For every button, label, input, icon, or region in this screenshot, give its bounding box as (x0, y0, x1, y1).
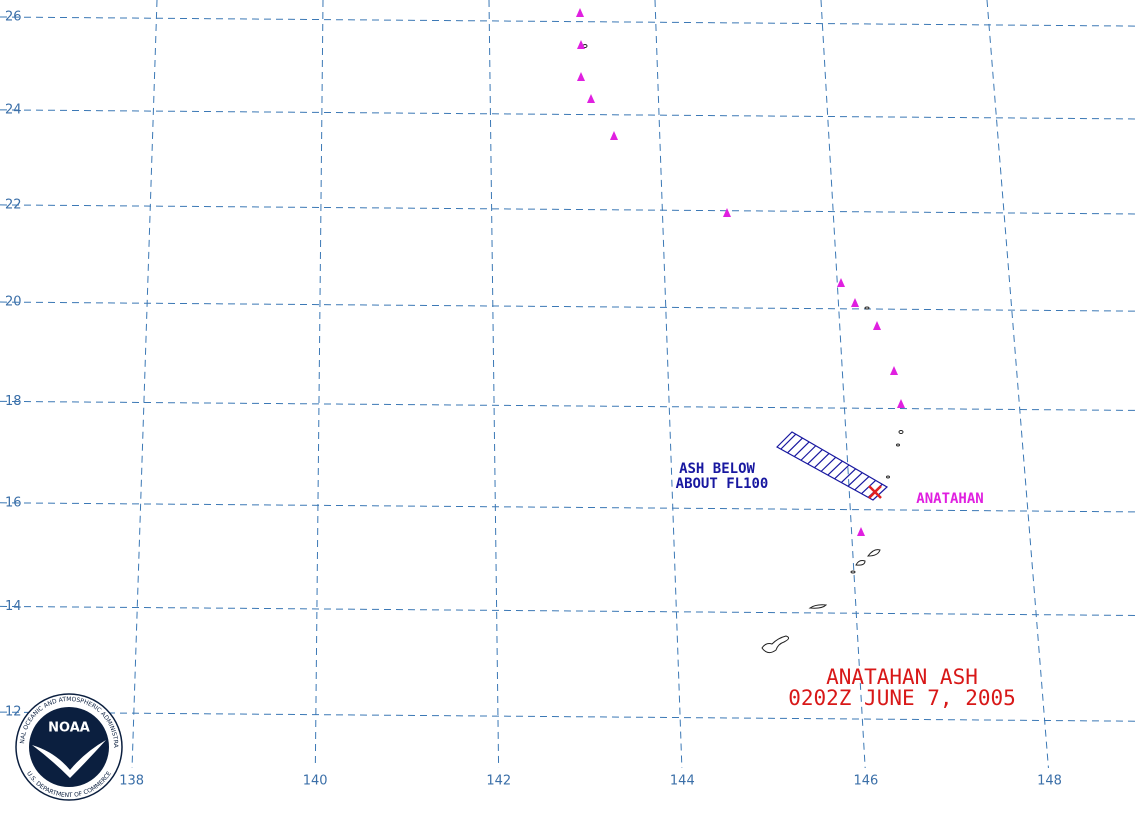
island (896, 443, 900, 447)
latitude-line (0, 605, 1135, 616)
volcanoes (576, 8, 905, 536)
latitude-label: 20 (5, 295, 22, 310)
latitude-label: 12 (5, 705, 22, 720)
longitude-label: 148 (1037, 774, 1062, 789)
volcano (577, 72, 585, 81)
longitude-line (986, 0, 1049, 769)
longitude-line (131, 0, 158, 769)
island (850, 570, 856, 574)
volcano (837, 278, 845, 287)
hatch-line (814, 453, 830, 469)
hatch-line (780, 433, 797, 450)
hatch-line (840, 468, 857, 483)
longitude-line (488, 0, 500, 769)
graticule: 26 24 22 20 18 16 14 12 138 140 142 144 146 148 (0, 0, 1135, 789)
volcano-label: ANATAHAN (916, 491, 983, 507)
longitude-label: 142 (486, 774, 511, 789)
latitude-line (0, 711, 1135, 722)
hatch-line (807, 449, 823, 465)
volcano (857, 527, 865, 536)
hatch-line (800, 445, 817, 461)
longitude-label: 140 (303, 774, 328, 789)
longitude-label: 144 (670, 774, 695, 789)
logo-text: NOAA (48, 721, 90, 736)
hatch-line (793, 441, 810, 457)
hatch-line (834, 464, 850, 480)
latitude-label: 14 (5, 599, 22, 614)
volcano (851, 298, 859, 307)
island (761, 635, 790, 654)
island (808, 604, 828, 609)
anatahan-marker (868, 485, 882, 499)
volcano (577, 40, 585, 49)
latitude-line (0, 109, 1135, 120)
island (898, 430, 904, 434)
latitude-label: 16 (5, 495, 22, 510)
latitude-label: 24 (5, 102, 22, 117)
longitude-line (820, 0, 866, 769)
hatch-line (854, 476, 870, 491)
latitude-label: 18 (5, 394, 22, 409)
volcano (610, 131, 618, 140)
hatch-line (787, 437, 803, 454)
island (866, 549, 881, 557)
latitude-line (0, 301, 1135, 312)
hatch-line (827, 460, 843, 476)
longitude-line (314, 0, 324, 769)
island (886, 475, 890, 479)
island (855, 560, 866, 566)
volcano (587, 94, 595, 103)
islands (582, 44, 904, 654)
ash-label: ASH BELOW (679, 461, 755, 477)
ash-polygon (776, 431, 889, 501)
latitude-line (0, 400, 1135, 411)
latitude-line (0, 502, 1135, 513)
latitude-line (0, 16, 1135, 27)
map-title: ANATAHAN ASH (826, 665, 978, 689)
logo-bird (32, 740, 106, 778)
latitude-label: 22 (5, 197, 22, 212)
ash-label: ABOUT FL100 (676, 476, 769, 492)
island (864, 306, 870, 310)
volcano (723, 208, 731, 217)
latitude-label: 26 (5, 10, 22, 25)
map-subtitle: 0202Z JUNE 7, 2005 (788, 686, 1016, 710)
hatch-line (847, 472, 863, 487)
longitude-line (654, 0, 683, 769)
longitude-label: 138 (119, 774, 144, 789)
latitude-line (0, 204, 1135, 215)
volcano (873, 321, 881, 330)
volcano (897, 399, 905, 408)
logo-disc (29, 707, 109, 787)
volcano (890, 366, 898, 375)
longitude-label: 146 (853, 774, 878, 789)
hatch-line (820, 456, 837, 472)
volcano (576, 8, 584, 17)
